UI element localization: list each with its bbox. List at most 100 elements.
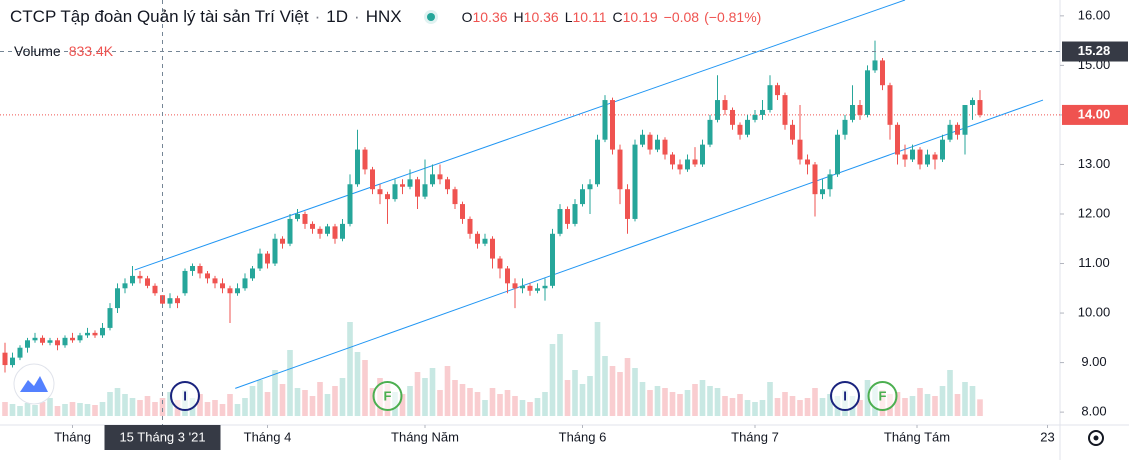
volume-bar [609,366,616,416]
volume-bar [294,388,301,416]
x-tick-label: Tháng [54,429,91,444]
candle-body [100,327,105,336]
candle-body [467,218,473,234]
volume-bar [527,402,533,416]
ohlc-letter: O [461,9,473,25]
volume-bar [144,396,151,416]
candle-body [40,337,45,343]
volume-bar [114,388,121,416]
volume-bar [939,386,946,416]
interval[interactable]: 1D [326,7,349,26]
candle-body [820,189,825,195]
volume-bar [549,344,556,416]
candle-body [302,213,308,224]
trend-line [134,0,906,271]
volume-bar [542,392,548,416]
candle-body [520,285,525,289]
volume-bar [107,392,113,416]
volume-bar [617,372,623,416]
volume-bar [624,358,631,416]
candle-body [55,340,60,346]
separator: · [314,7,321,26]
candle-body [655,139,660,150]
candle-body [280,238,285,244]
volume-bar [69,402,76,416]
volume-bar [737,394,743,416]
candle-body [317,228,323,234]
candle-body [355,149,360,185]
candle-body [10,357,15,366]
candle-body [587,184,593,190]
volume-bar [219,404,226,416]
separator: · [354,7,360,26]
candle-body [445,179,450,190]
candle-body [242,278,248,289]
candle-body [700,144,705,165]
logo [13,363,55,405]
candle-body [557,209,563,234]
candle-body [377,189,383,195]
crosshair-date-box [104,425,221,450]
settings-center [1093,435,1099,441]
volume-bar [197,394,203,416]
candle-body [737,124,743,135]
candle-body [430,174,435,185]
candle-body [295,213,300,219]
candle-body [422,184,428,197]
volume-bar [167,392,173,416]
volume-bar [894,392,901,416]
event-marker[interactable] [830,381,860,411]
volume-bar [204,402,211,416]
candle-body [77,335,83,341]
volume-bar [54,406,61,416]
volume-bar [369,388,376,416]
market-status [423,10,438,24]
last-price-box [1062,104,1128,125]
event-marker[interactable] [867,381,898,411]
candle-body [235,288,240,294]
volume-bar [497,394,503,416]
event-marker[interactable] [170,381,200,411]
volume-value: 833.4K [68,43,114,59]
volume-bar [662,388,668,416]
candle-body [970,100,975,106]
candle-body [580,189,585,205]
candle-body [625,189,630,219]
volume-bar [654,386,661,416]
candle-body [137,275,143,279]
volume-bar [954,394,961,416]
volume-bar [917,388,923,416]
candle-body [437,174,443,180]
volume-bar [759,400,766,416]
volume-bar [444,366,451,416]
candle-body [220,283,225,289]
volume-bar [272,370,278,416]
volume-bar [122,394,128,416]
volume-bar [309,396,316,416]
volume-bar [797,400,803,416]
event-marker[interactable] [372,381,403,411]
candle-body [977,100,983,115]
volume-bar [564,380,571,416]
candle-body [827,174,833,190]
volume-bar [249,386,256,416]
volume-bar [152,402,158,416]
candle-body [670,154,675,165]
volume-bar [534,398,541,416]
candle-body [392,184,398,200]
candle-body [227,288,233,294]
candle-body [107,308,113,328]
volume-bar [459,384,466,416]
candle-body [145,278,150,286]
candle-body [542,285,548,289]
candle-body [347,184,353,224]
candle-body [47,340,53,343]
candle-body [677,164,683,170]
event-label: F [384,388,392,403]
settings[interactable] [1088,430,1104,446]
candle-body [767,85,773,110]
candle-body [17,347,23,358]
volume-bar [264,392,271,416]
candle-body [715,100,720,120]
ohlc-letter: C [612,9,623,25]
